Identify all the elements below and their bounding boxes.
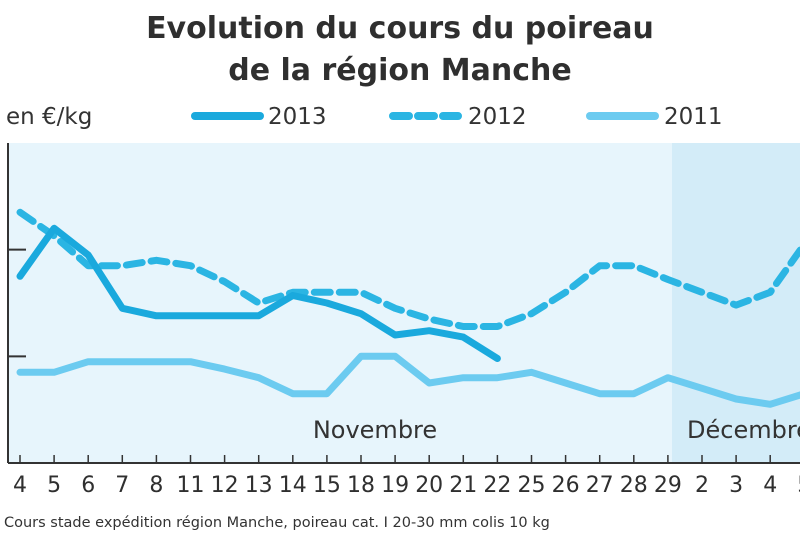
legend-label-2012: 2012 xyxy=(468,104,527,130)
legend-label-2013: 2013 xyxy=(268,104,327,130)
x-tick-label: 22 xyxy=(483,473,511,498)
month-label-november: Novembre xyxy=(313,416,437,444)
x-tick-label: 3 xyxy=(729,473,743,498)
series-line-2011 xyxy=(16,352,800,408)
series-line-2012 xyxy=(16,208,800,330)
x-tick-label: 19 xyxy=(381,473,409,498)
x-tick-label: 26 xyxy=(552,473,580,498)
x-tick-label: 5 xyxy=(797,473,800,498)
y-axis xyxy=(7,143,26,463)
x-tick-label: 28 xyxy=(620,473,648,498)
x-tick-label: 12 xyxy=(211,473,239,498)
x-tick-label: 29 xyxy=(654,473,682,498)
plot-background xyxy=(8,143,672,463)
x-tick-label: 7 xyxy=(115,473,129,498)
month-label-december: Décembre xyxy=(687,416,800,444)
x-tick-label: 11 xyxy=(177,473,205,498)
chart-title: Evolution du cours du poireau xyxy=(146,11,654,46)
x-tick-label: 2 xyxy=(695,473,709,498)
x-tick-label: 6 xyxy=(81,473,95,498)
series-line-2013 xyxy=(16,224,501,362)
x-tick-label: 15 xyxy=(313,473,341,498)
x-tick-label: 25 xyxy=(518,473,546,498)
x-axis xyxy=(8,455,800,464)
x-tick-label: 4 xyxy=(13,473,27,498)
x-tick-label: 13 xyxy=(245,473,273,498)
x-tick-labels: 456781112131415181920212225262728292345 xyxy=(13,473,800,498)
source-note: Cours stade expédition région Manche, po… xyxy=(4,515,550,531)
x-tick-label: 5 xyxy=(47,473,61,498)
x-tick-label: 14 xyxy=(279,473,307,498)
x-tick-label: 27 xyxy=(586,473,614,498)
x-tick-label: 20 xyxy=(415,473,443,498)
chart-subtitle: de la région Manche xyxy=(228,53,572,88)
legend: 2013 2012 2011 xyxy=(191,104,723,130)
legend-label-2011: 2011 xyxy=(664,104,723,130)
y-axis-label: en €/kg xyxy=(6,104,92,130)
x-tick-label: 8 xyxy=(149,473,163,498)
x-tick-label: 18 xyxy=(347,473,375,498)
series-layer xyxy=(16,208,800,408)
x-tick-label: 21 xyxy=(449,473,477,498)
x-tick-label: 4 xyxy=(763,473,777,498)
